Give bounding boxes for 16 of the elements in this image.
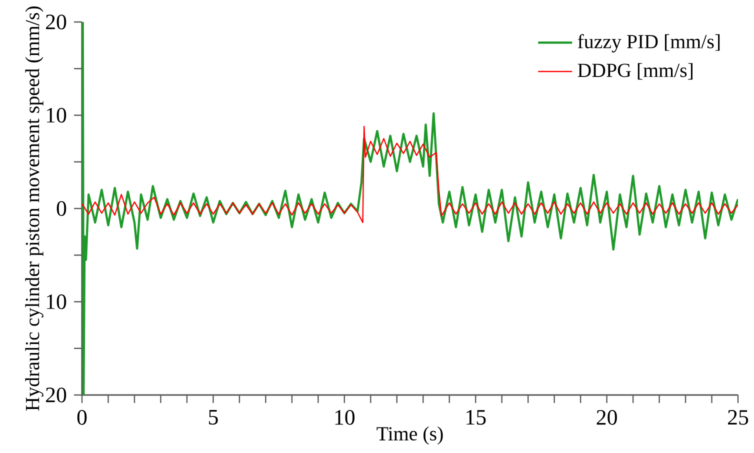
y-tick-label: 20 xyxy=(46,388,66,402)
y-tick-label: 20 xyxy=(46,14,66,30)
y-tick-label: 10 xyxy=(46,294,66,310)
x-tick-label: 25 xyxy=(728,410,748,425)
x-axis-title: Time (s) xyxy=(376,426,443,445)
y-axis-title: Hydraulic cylinder piston movement speed (mm/s) xyxy=(25,6,44,411)
line-series xyxy=(82,126,738,224)
x-tick-label: 10 xyxy=(335,410,355,425)
x-tick-label: 20 xyxy=(596,410,617,425)
x-tick-label: 15 xyxy=(466,410,486,425)
legend-label: DDPG [mm/s] xyxy=(578,63,692,80)
x-tick-label: 5 xyxy=(209,410,218,425)
y-tick-label: 10 xyxy=(46,108,66,123)
y-tick-label: 0 xyxy=(56,201,66,216)
legend-label: fuzzy PID [mm/s] xyxy=(578,34,720,52)
x-tick-label: 0 xyxy=(77,410,87,425)
